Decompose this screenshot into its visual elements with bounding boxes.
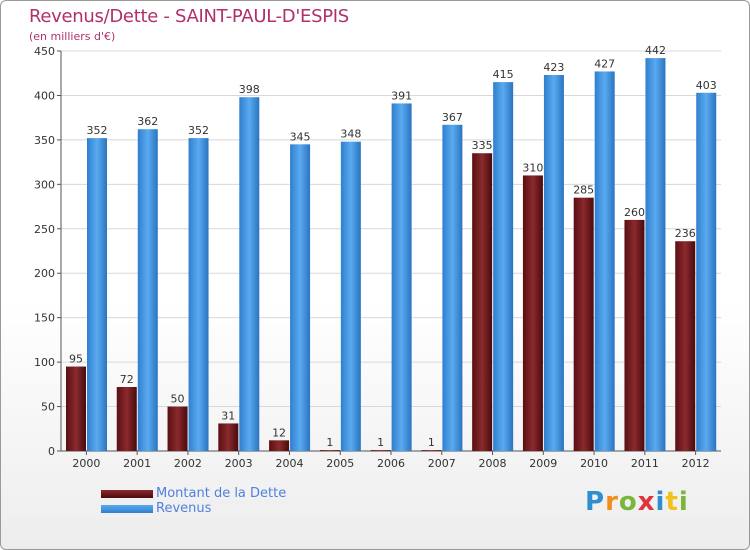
chart-title: Revenus/Dette - SAINT-PAUL-D'ESPIS: [29, 6, 349, 27]
x-tick-label: 2004: [275, 457, 303, 470]
bar-dette: [319, 450, 340, 451]
y-tick-label: 50: [41, 401, 55, 414]
x-tick-label: 2006: [377, 457, 405, 470]
data-label: 367: [442, 111, 463, 124]
proxiti-logo: Proxiti: [585, 487, 689, 517]
bar-revenus: [239, 97, 260, 451]
bar-revenus: [645, 58, 666, 451]
data-label: 352: [87, 124, 108, 137]
bar-revenus: [137, 129, 158, 451]
x-tick-label: 2003: [225, 457, 253, 470]
bar-revenus: [87, 138, 107, 451]
x-tick-label: 2002: [174, 457, 202, 470]
data-label: 50: [171, 393, 185, 406]
data-label: 285: [573, 184, 594, 197]
data-label: 415: [493, 68, 514, 81]
bar-dette: [675, 241, 696, 451]
y-tick-label: 300: [34, 178, 55, 191]
data-label: 427: [594, 57, 615, 70]
y-tick-label: 400: [34, 89, 55, 102]
data-label: 1: [377, 436, 384, 449]
data-label: 310: [522, 161, 543, 174]
bar-revenus: [290, 144, 311, 452]
bar-dette: [472, 153, 493, 451]
y-tick-label: 250: [34, 223, 55, 236]
bar-revenus: [442, 124, 463, 452]
bar-revenus: [594, 71, 615, 451]
logo-letter: P: [585, 487, 606, 517]
data-label: 1: [326, 436, 333, 449]
x-tick-label: 2007: [428, 457, 456, 470]
x-tick-label: 2012: [682, 457, 710, 470]
logo-letter: x: [637, 487, 656, 517]
data-label: 403: [696, 79, 717, 92]
x-tick-label: 2001: [123, 457, 151, 470]
data-label: 348: [340, 128, 361, 141]
data-label: 236: [675, 227, 696, 240]
legend-swatch-revenus: [101, 505, 153, 513]
data-label: 423: [543, 61, 564, 74]
data-label: 398: [239, 83, 260, 96]
y-tick-label: 150: [34, 312, 55, 325]
bar-dette: [269, 440, 290, 451]
y-tick-label: 200: [34, 267, 55, 280]
logo-letter: i: [678, 487, 689, 517]
bar-dette: [218, 423, 239, 451]
bar-dette: [624, 219, 645, 451]
bar-dette: [370, 450, 391, 451]
x-tick-label: 2000: [72, 457, 100, 470]
data-label: 442: [645, 44, 666, 57]
data-label: 391: [391, 89, 412, 102]
bar-revenus: [391, 103, 412, 451]
x-tick-label: 2009: [529, 457, 557, 470]
x-tick-label: 2010: [580, 457, 608, 470]
chart-subtitle: (en milliers d'€): [29, 30, 116, 43]
data-label: 95: [69, 353, 83, 366]
bar-revenus: [188, 138, 209, 451]
bar-dette: [421, 450, 442, 451]
bar-dette: [66, 366, 86, 451]
bar-revenus: [340, 141, 361, 451]
legend-swatch-dette: [101, 490, 153, 498]
data-label: 72: [120, 373, 134, 386]
logo-letter: t: [665, 487, 679, 517]
logo-letter: o: [618, 487, 638, 517]
y-tick-label: 0: [48, 445, 55, 458]
bar-revenus: [543, 75, 564, 451]
bar-dette: [116, 387, 137, 451]
legend-label-revenus: Revenus: [156, 501, 212, 516]
data-label: 352: [188, 124, 209, 137]
bar-dette: [573, 197, 594, 451]
y-tick-label: 350: [34, 134, 55, 147]
bar-dette: [167, 406, 188, 451]
bar-dette: [522, 175, 543, 451]
data-label: 362: [137, 115, 158, 128]
legend-label-dette: Montant de la Dette: [156, 486, 287, 501]
y-tick-label: 450: [34, 45, 55, 58]
data-label: 31: [221, 409, 235, 422]
x-tick-label: 2005: [326, 457, 354, 470]
data-label: 12: [272, 426, 286, 439]
bar-revenus: [493, 82, 514, 451]
y-tick-label: 100: [34, 356, 55, 369]
data-label: 345: [290, 130, 311, 143]
data-label: 1: [428, 436, 435, 449]
x-tick-label: 2008: [479, 457, 507, 470]
bar-revenus: [696, 92, 717, 452]
logo-letter: r: [605, 487, 619, 517]
x-tick-label: 2011: [631, 457, 659, 470]
data-label: 260: [624, 206, 645, 219]
data-label: 335: [472, 139, 493, 152]
logo-letter: i: [655, 487, 666, 517]
